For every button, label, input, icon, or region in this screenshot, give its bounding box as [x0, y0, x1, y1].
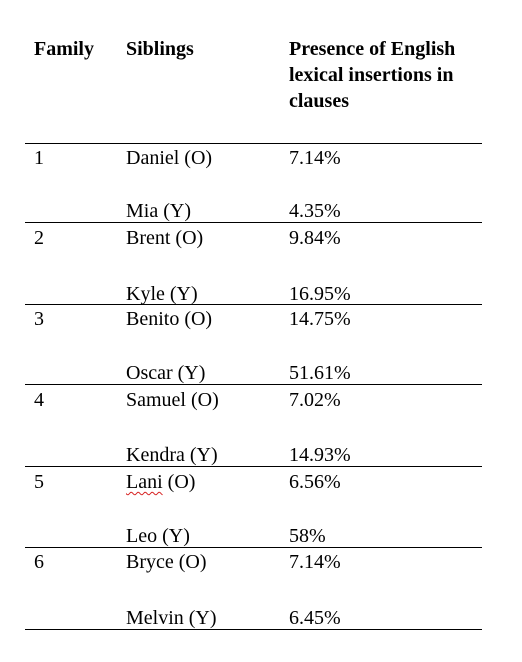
- header-presence: Presence of English lexical insertions i…: [289, 36, 459, 114]
- insertion-percent: 6.45%: [289, 606, 341, 630]
- table-rule: [25, 222, 482, 223]
- table-rule: [25, 143, 482, 144]
- header-family: Family: [34, 36, 94, 62]
- sibling-name: Bryce (O): [126, 550, 207, 574]
- table-rule: [25, 384, 482, 385]
- family-number: 4: [34, 388, 44, 412]
- sibling-name: Kyle (Y): [126, 282, 198, 306]
- insertion-percent: 51.61%: [289, 361, 351, 385]
- insertion-percent: 14.93%: [289, 443, 351, 467]
- insertion-percent: 4.35%: [289, 199, 341, 223]
- sibling-name: Lani (O): [126, 470, 195, 494]
- insertion-percent: 7.02%: [289, 388, 341, 412]
- sibling-name: Daniel (O): [126, 146, 212, 170]
- family-number: 6: [34, 550, 44, 574]
- insertion-percent: 9.84%: [289, 226, 341, 250]
- spellcheck-underlined-name: Lani: [126, 471, 163, 493]
- insertion-percent: 6.56%: [289, 470, 341, 494]
- sibling-name: Benito (O): [126, 307, 212, 331]
- family-number: 1: [34, 146, 44, 170]
- table-rule: [25, 547, 482, 548]
- sibling-name: Mia (Y): [126, 199, 191, 223]
- sibling-name: Leo (Y): [126, 524, 190, 548]
- sibling-name: Kendra (Y): [126, 443, 218, 467]
- sibling-name: Melvin (Y): [126, 606, 217, 630]
- insertion-percent: 16.95%: [289, 282, 351, 306]
- table-rule: [25, 466, 482, 467]
- family-number: 3: [34, 307, 44, 331]
- insertion-percent: 58%: [289, 524, 326, 548]
- sibling-name: Oscar (Y): [126, 361, 205, 385]
- sibling-role: (O): [163, 471, 196, 493]
- family-number: 2: [34, 226, 44, 250]
- header-siblings: Siblings: [126, 36, 194, 62]
- insertion-percent: 14.75%: [289, 307, 351, 331]
- sibling-name: Brent (O): [126, 226, 203, 250]
- table-rule: [25, 304, 482, 305]
- table-rule: [25, 629, 482, 630]
- insertion-percent: 7.14%: [289, 550, 341, 574]
- sibling-name: Samuel (O): [126, 388, 219, 412]
- family-number: 5: [34, 470, 44, 494]
- insertion-percent: 7.14%: [289, 146, 341, 170]
